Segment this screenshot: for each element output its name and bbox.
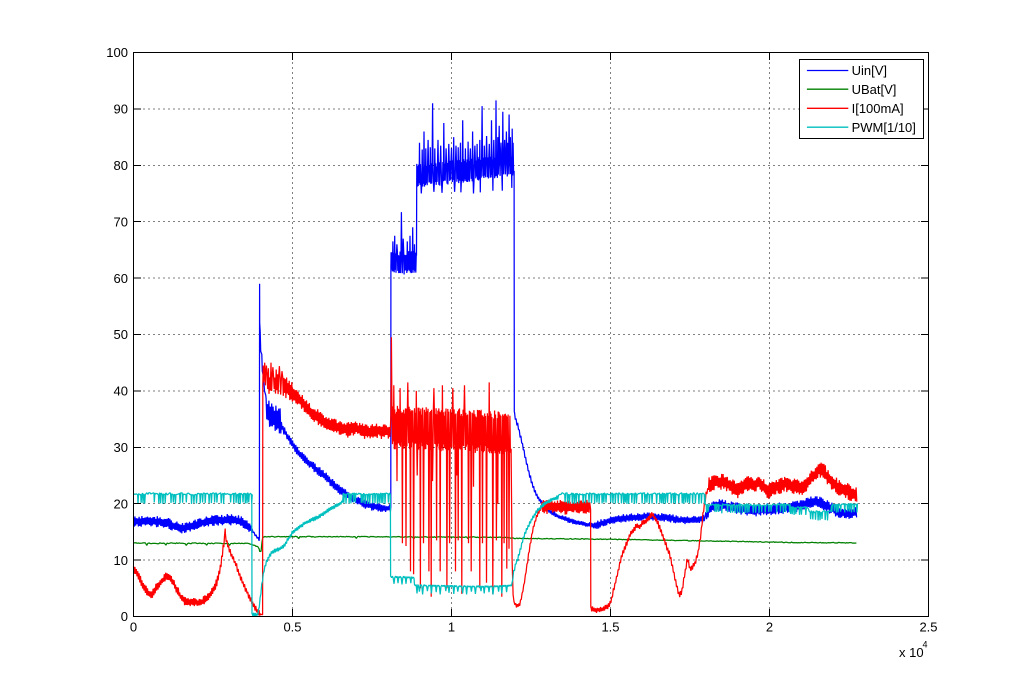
svg-text:90: 90 xyxy=(114,102,128,117)
svg-text:Uin[V]: Uin[V] xyxy=(852,63,887,78)
svg-text:1.5: 1.5 xyxy=(601,620,619,635)
svg-text:2: 2 xyxy=(766,620,773,635)
svg-text:1: 1 xyxy=(448,620,455,635)
svg-text:80: 80 xyxy=(114,158,128,173)
svg-text:20: 20 xyxy=(114,496,128,511)
svg-text:70: 70 xyxy=(114,214,128,229)
svg-text:100: 100 xyxy=(106,45,128,60)
svg-text:0: 0 xyxy=(121,609,128,624)
svg-text:60: 60 xyxy=(114,271,128,286)
svg-text:2.5: 2.5 xyxy=(919,620,937,635)
svg-text:PWM[1/10]: PWM[1/10] xyxy=(852,120,916,135)
svg-text:30: 30 xyxy=(114,440,128,455)
svg-text:x 10: x 10 xyxy=(899,645,924,660)
svg-text:10: 10 xyxy=(114,553,128,568)
svg-text:50: 50 xyxy=(114,327,128,342)
svg-text:4: 4 xyxy=(923,640,928,650)
svg-text:UBat[V]: UBat[V] xyxy=(852,82,897,97)
svg-text:0: 0 xyxy=(130,620,137,635)
svg-text:0.5: 0.5 xyxy=(283,620,301,635)
svg-text:40: 40 xyxy=(114,384,128,399)
svg-text:I[100mA]: I[100mA] xyxy=(852,101,904,116)
